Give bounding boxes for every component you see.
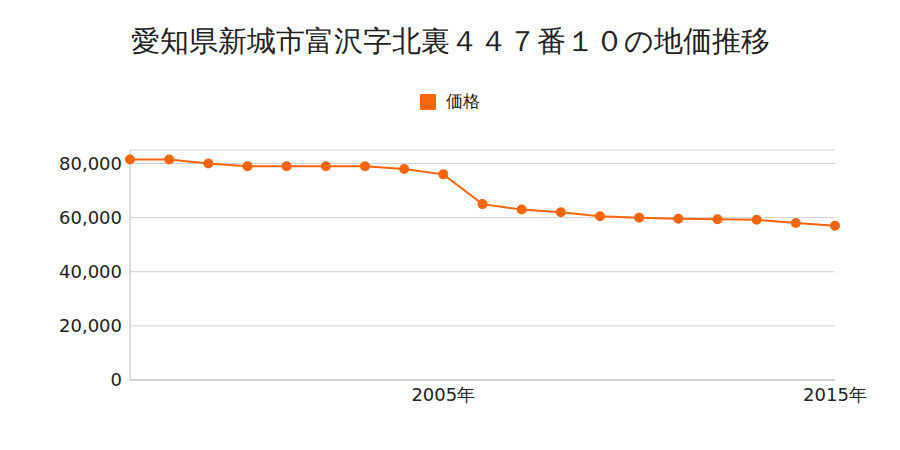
- svg-text:0: 0: [111, 369, 122, 390]
- svg-text:2015年: 2015年: [803, 384, 867, 405]
- svg-text:60,000: 60,000: [59, 207, 122, 228]
- html-text:愛知県新城市富沢字北裏４４７番１０の地価推移: 愛知県新城市富沢字北裏４４７番１０の地価推移: [130, 24, 770, 58]
- svg-text:20,000: 20,000: [59, 315, 122, 336]
- html-text:価格: 価格: [446, 91, 480, 111]
- svg-text:80,000: 80,000: [59, 153, 122, 174]
- svg-text:2005年: 2005年: [411, 384, 475, 405]
- svg-text:40,000: 40,000: [59, 261, 122, 282]
